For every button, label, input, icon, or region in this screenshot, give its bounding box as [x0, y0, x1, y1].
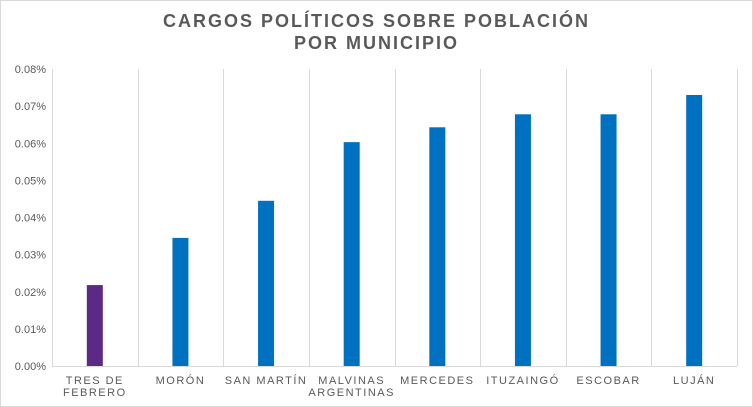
bar-6: [600, 114, 617, 366]
x-tick-label: TRES DE FEBRERO: [63, 375, 127, 399]
x-tick-label: LUJÁN: [673, 374, 715, 387]
y-tick-label: 0.05%: [15, 175, 46, 187]
x-tick-label: MORÓN: [156, 374, 206, 387]
chart-title-line-2: POR MUNICIPIO: [293, 33, 459, 53]
bar-5: [514, 114, 531, 366]
bar-3: [343, 142, 360, 366]
x-tick-label-line: SAN MARTÍN: [225, 374, 308, 387]
bar-2: [258, 200, 275, 366]
y-tick-label: 0.07%: [15, 101, 46, 113]
x-tick-label-line: FEBRERO: [63, 387, 127, 399]
x-tick-label: ITUZAINGÓ: [486, 374, 559, 387]
bar-0: [86, 285, 103, 366]
y-tick-label: 0.02%: [15, 287, 46, 299]
bar-4: [429, 127, 446, 366]
chart-grid: [52, 69, 738, 367]
x-tick-label-line: ITUZAINGÓ: [486, 374, 559, 387]
chart-title: CARGOS POLÍTICOS SOBRE POBLACIÓN POR MUN…: [0, 10, 753, 54]
x-tick-label: SAN MARTÍN: [225, 374, 308, 387]
x-tick-label-line: TRES DE: [66, 375, 124, 387]
x-tick-label: ESCOBAR: [576, 375, 640, 387]
x-tick-label-line: MORÓN: [156, 374, 206, 387]
chart-title-line-1: CARGOS POLÍTICOS SOBRE POBLACIÓN: [162, 11, 591, 31]
y-tick-label: 0.04%: [15, 213, 46, 225]
y-tick-label: 0.00%: [15, 361, 46, 373]
y-axis: 0.00% 0.01% 0.02% 0.03% 0.04% 0.05% 0.06% 0.07%…: [15, 64, 46, 373]
y-tick-label: 0.06%: [15, 138, 46, 150]
x-tick-label-line: MALVINAS: [318, 375, 385, 387]
x-tick-label-line: MERCEDES: [400, 375, 474, 387]
chart-bars: [86, 94, 703, 367]
bar-1: [172, 237, 189, 366]
y-tick-label: 0.08%: [15, 64, 46, 76]
x-tick-label: MERCEDES: [400, 375, 474, 387]
x-tick-label-line: ARGENTINAS: [308, 387, 395, 399]
y-tick-label: 0.01%: [15, 324, 46, 336]
bar-7: [686, 94, 703, 367]
x-tick-label: MALVINAS ARGENTINAS: [308, 375, 395, 399]
y-tick-label: 0.03%: [15, 250, 46, 262]
x-tick-label-line: ESCOBAR: [576, 375, 640, 387]
x-tick-label-line: LUJÁN: [673, 374, 715, 387]
